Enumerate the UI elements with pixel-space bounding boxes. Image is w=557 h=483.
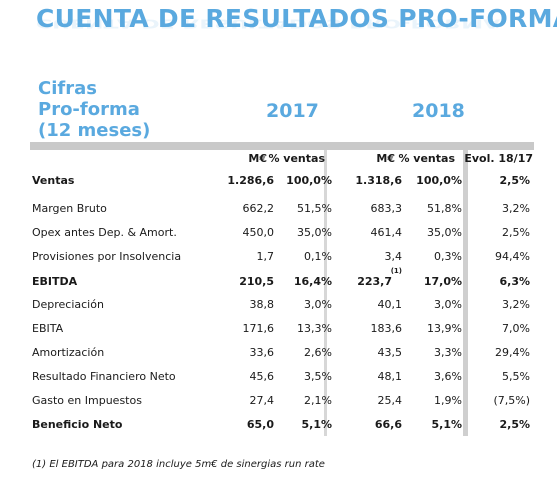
pct-2017: 0,1% bbox=[304, 250, 332, 263]
table-row: Gasto en Impuestos 27,4 2,1% 25,4 1,9% (7,5%) bbox=[32, 392, 532, 410]
evolution: 7,0% bbox=[502, 322, 530, 335]
table-row: Resultado Financiero Neto 45,6 3,5% 48,1 3,6… bbox=[32, 368, 532, 386]
row-label: Ventas bbox=[32, 174, 75, 187]
table-row: Provisiones por Insolvencia 1,7 0,1% 3,4 0,3… bbox=[32, 248, 532, 266]
pct-2018: 17,0% bbox=[423, 275, 462, 288]
value-2018: 683,3 bbox=[370, 202, 403, 215]
row-label: Opex antes Dep. & Amort. bbox=[32, 226, 177, 239]
heading-line-3: (12 meses) bbox=[38, 120, 151, 141]
table-heading: Cifras Pro-forma (12 meses) bbox=[38, 78, 150, 141]
value-2017: 45,6 bbox=[249, 370, 275, 383]
heading-line-1: Cifras bbox=[38, 78, 97, 99]
row-label: Depreciación bbox=[32, 298, 104, 311]
evolution: 5,5% bbox=[502, 370, 530, 383]
value-2018: 183,6 bbox=[370, 322, 403, 335]
value-2018: 48,1 bbox=[377, 370, 403, 383]
value-2018: 43,5 bbox=[377, 346, 403, 359]
value-2017: 65,0 bbox=[246, 418, 274, 431]
row-label: Beneficio Neto bbox=[32, 418, 123, 431]
table-row: Beneficio Neto 65,0 5,1% 66,6 5,1% 2,5% bbox=[32, 416, 532, 434]
heading-line-2: Pro-forma bbox=[38, 99, 140, 120]
pct-2017: 13,3% bbox=[297, 322, 332, 335]
pct-2018: 5,1% bbox=[431, 418, 462, 431]
table-row: Depreciación 38,8 3,0% 40,1 3,0% 3,2% bbox=[32, 296, 532, 314]
value-2018: 40,1 bbox=[377, 298, 403, 311]
table-row: Amortización 33,6 2,6% 43,5 3,3% 29,4% bbox=[32, 344, 532, 362]
pct-2017: 16,4% bbox=[293, 275, 332, 288]
row-label: Resultado Financiero Neto bbox=[32, 370, 176, 383]
row-label: EBITA bbox=[32, 322, 64, 335]
evolution: 3,2% bbox=[502, 202, 530, 215]
pct-2018: 0,3% bbox=[434, 250, 462, 263]
pct-2017: 2,6% bbox=[304, 346, 332, 359]
evolution: 2,5% bbox=[499, 174, 530, 187]
footnote: (1) El EBITDA para 2018 incluye 5m€ de s… bbox=[32, 459, 325, 470]
value-2018: 66,6 bbox=[374, 418, 402, 431]
pct-2017: 100,0% bbox=[286, 174, 332, 187]
evolution: 29,4% bbox=[495, 346, 530, 359]
pct-2017: 2,1% bbox=[304, 394, 332, 407]
value-2017: 33,6 bbox=[249, 346, 275, 359]
pct-2017: 51,5% bbox=[297, 202, 332, 215]
row-label: Amortización bbox=[32, 346, 105, 359]
pct-2018: 51,8% bbox=[427, 202, 462, 215]
row-label: EBITDA bbox=[32, 275, 78, 288]
col-header-evol: Evol. 18/17 bbox=[464, 152, 533, 165]
value-2017: 27,4 bbox=[249, 394, 275, 407]
table-row: Ventas 1.286,6 100,0% 1.318,6 100,0% 2,5% bbox=[32, 172, 532, 190]
header-band bbox=[30, 142, 534, 150]
pct-2018: 3,0% bbox=[434, 298, 462, 311]
evolution: 2,5% bbox=[502, 226, 530, 239]
value-2017: 1,7 bbox=[256, 250, 275, 263]
row-label: Provisiones por Insolvencia bbox=[32, 250, 182, 263]
value-2018: 223,7 bbox=[357, 275, 392, 288]
pct-2018: 35,0% bbox=[427, 226, 462, 239]
pct-2017: 5,1% bbox=[301, 418, 332, 431]
evolution: 6,3% bbox=[499, 275, 530, 288]
pct-2017: 3,5% bbox=[304, 370, 332, 383]
pct-2018: 3,3% bbox=[434, 346, 462, 359]
evolution: 2,5% bbox=[499, 418, 530, 431]
value-2017: 450,0 bbox=[242, 226, 275, 239]
evolution: (7,5%) bbox=[493, 394, 530, 407]
pct-2018: 3,6% bbox=[434, 370, 462, 383]
row-label: Margen Bruto bbox=[32, 202, 107, 215]
page-title: CUENTA DE RESULTADOS PRO-FORMA bbox=[36, 4, 557, 33]
col-header-pct-2018: % ventas bbox=[398, 152, 455, 165]
pct-2018: 100,0% bbox=[416, 174, 462, 187]
col-header-pct-2017: % ventas bbox=[268, 152, 325, 165]
value-2018: 3,4 bbox=[384, 250, 403, 263]
value-2018: 1.318,6 bbox=[355, 174, 402, 187]
col-header-m-2017: M€ bbox=[248, 152, 267, 165]
value-2017: 171,6 bbox=[242, 322, 275, 335]
table-row: Opex antes Dep. & Amort. 450,0 35,0% 461,4 3… bbox=[32, 224, 532, 242]
pct-2017: 35,0% bbox=[297, 226, 332, 239]
value-2018: 25,4 bbox=[377, 394, 403, 407]
col-header-m-2018: M€ bbox=[376, 152, 395, 165]
evolution: 3,2% bbox=[502, 298, 530, 311]
column-divider bbox=[324, 150, 327, 436]
row-label: Gasto en Impuestos bbox=[32, 394, 142, 407]
value-2017: 210,5 bbox=[239, 275, 274, 288]
value-2017: 38,8 bbox=[249, 298, 275, 311]
table-row: EBITA 171,6 13,3% 183,6 13,9% 7,0% bbox=[32, 320, 532, 338]
year-2018-header: 2018 bbox=[412, 100, 465, 122]
table-row: EBITDA 210,5 16,4% 223,7 (1) 17,0% 6,3% bbox=[32, 268, 532, 291]
pct-2018: 1,9% bbox=[434, 394, 462, 407]
pct-2018: 13,9% bbox=[427, 322, 462, 335]
table-row: Margen Bruto 662,2 51,5% 683,3 51,8% 3,2% bbox=[32, 200, 532, 218]
year-2017-header: 2017 bbox=[266, 100, 319, 122]
value-2017: 1.286,6 bbox=[227, 174, 274, 187]
title-reflection: CUENTA DE RESULTADOS PRO-FORMA bbox=[36, 16, 501, 30]
value-2018: 461,4 bbox=[370, 226, 403, 239]
column-divider bbox=[463, 150, 468, 436]
value-2017: 662,2 bbox=[242, 202, 275, 215]
pct-2017: 3,0% bbox=[304, 298, 332, 311]
evolution: 94,4% bbox=[495, 250, 530, 263]
